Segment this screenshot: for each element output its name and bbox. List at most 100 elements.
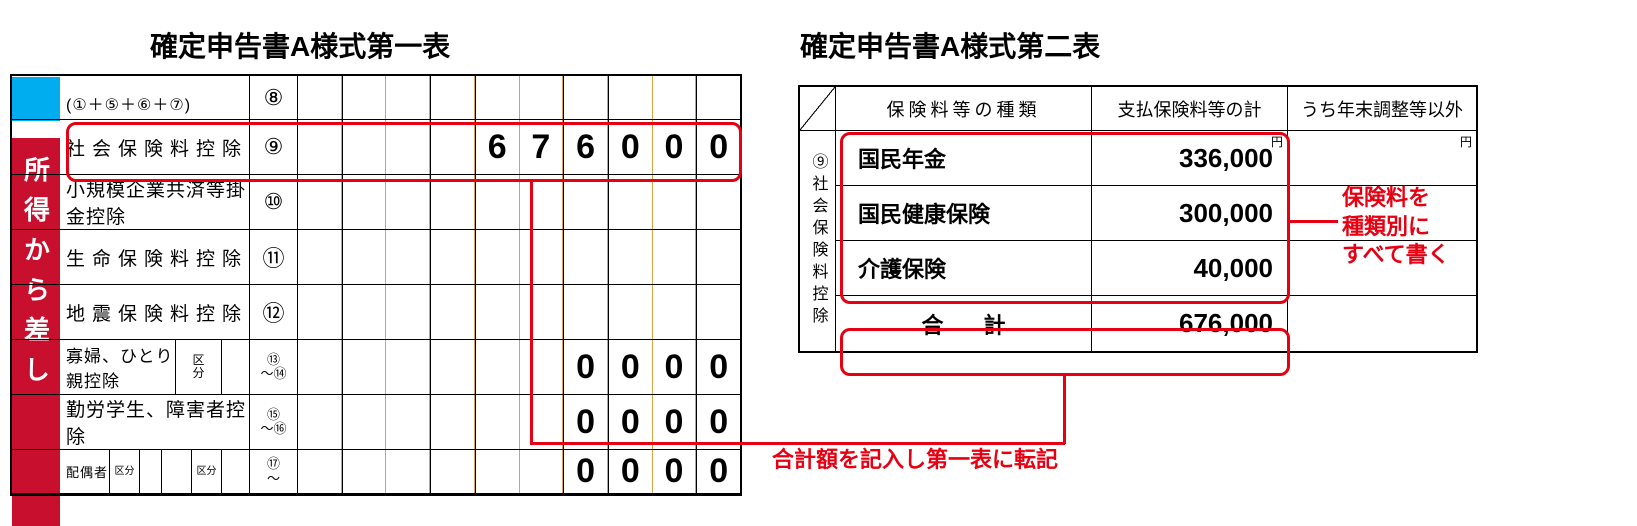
insurance-amount: 40,000 <box>1092 241 1288 295</box>
cell: 0 <box>653 395 697 449</box>
kubun-box <box>222 340 250 394</box>
cell: 0 <box>696 340 740 394</box>
cell <box>696 230 740 284</box>
row-number: ⑧ <box>250 76 298 119</box>
cell <box>386 285 430 339</box>
title-left: 確定申告書A様式第一表 <box>150 25 450 65</box>
connector-line-h2 <box>1290 220 1338 223</box>
kubun-box <box>222 450 250 493</box>
total-row: 合計676,000 <box>836 296 1476 351</box>
cell <box>298 395 342 449</box>
cell <box>298 340 342 394</box>
cell <box>608 175 653 229</box>
cell <box>386 230 430 284</box>
cells: 0000 <box>298 450 740 493</box>
title-right: 確定申告書A様式第二表 <box>800 25 1100 65</box>
cell <box>608 230 653 284</box>
cell: 0 <box>608 450 653 493</box>
blank-cell <box>1288 296 1476 351</box>
cell <box>520 395 564 449</box>
cell <box>696 175 740 229</box>
cell <box>475 175 520 229</box>
cell: 0 <box>563 340 608 394</box>
yen-label: 円 <box>1460 133 1472 150</box>
kubun-label: 区分 <box>176 340 222 394</box>
annotation-total: 合計額を記入し第一表に転記 <box>772 446 1058 475</box>
cell <box>475 395 520 449</box>
cell <box>608 285 653 339</box>
cell <box>520 76 564 119</box>
cell <box>653 285 697 339</box>
cell <box>298 450 342 493</box>
row-label: 生命保険料控除 <box>12 230 250 284</box>
form-table-1: (①＋⑤＋⑥＋⑦)⑧社会保険料控除⑨676000小規模企業共済等掛金控除⑩生命保… <box>10 74 742 496</box>
cell <box>653 76 697 119</box>
blank-cell: 円 <box>1288 131 1476 185</box>
insurance-amount: 300,000 <box>1092 186 1288 240</box>
insurance-amount: 336,000円 <box>1092 131 1288 185</box>
cell <box>430 395 475 449</box>
cell <box>563 230 608 284</box>
form-row: 社会保険料控除⑨676000 <box>12 120 740 175</box>
insurance-name: 国民健康保険 <box>836 186 1092 240</box>
cell: 0 <box>608 395 653 449</box>
yen-label: 円 <box>1271 133 1283 150</box>
cell <box>696 285 740 339</box>
kubun-label: 区分 <box>192 450 222 493</box>
cell <box>430 76 475 119</box>
cells: 676000 <box>298 120 740 174</box>
header-cell: 保険料等の種類 <box>836 87 1092 130</box>
table-row: 国民年金336,000円円 <box>836 131 1476 186</box>
vertical-category-label: ⑨社会保険料控除 <box>800 131 836 351</box>
row-label: 社会保険料控除 <box>12 120 250 174</box>
cell <box>386 340 430 394</box>
cell <box>520 450 564 493</box>
cell <box>298 120 342 174</box>
cell <box>386 450 430 493</box>
row-label: 地震保険料控除 <box>12 285 250 339</box>
cell <box>563 175 608 229</box>
row-number: ⑨ <box>250 120 298 174</box>
row-number: ⑩ <box>250 175 298 229</box>
row-label: (①＋⑤＋⑥＋⑦) <box>12 76 250 119</box>
connector-line-h1 <box>530 442 1065 445</box>
cell: 7 <box>520 120 564 174</box>
cell <box>298 230 342 284</box>
cells <box>298 76 740 119</box>
connector-line-v1 <box>530 182 533 444</box>
cell: 0 <box>696 395 740 449</box>
row-number: ⑰～ <box>250 450 298 493</box>
cell <box>342 285 387 339</box>
total-amount: 676,000 <box>1092 296 1288 351</box>
row-number: ⑮～⑯ <box>250 395 298 449</box>
cell <box>563 76 608 119</box>
row-label: 小規模企業共済等掛金控除 <box>12 175 250 229</box>
form-row: 小規模企業共済等掛金控除⑩ <box>12 175 740 230</box>
cell <box>653 175 697 229</box>
form-row: 配偶者区分区分⑰～0000 <box>12 450 740 494</box>
row-label: 配偶者 <box>12 450 110 493</box>
cell: 0 <box>696 120 740 174</box>
cell: 0 <box>608 340 653 394</box>
cell: 0 <box>653 450 697 493</box>
form-row: 生命保険料控除⑪ <box>12 230 740 285</box>
cell <box>342 450 387 493</box>
cell <box>386 395 430 449</box>
cell <box>520 230 564 284</box>
form-row: 寡婦、ひとり親控除区分⑬～⑭0000 <box>12 340 740 395</box>
total-label: 合計 <box>836 296 1092 351</box>
cell: 0 <box>563 395 608 449</box>
cell <box>342 395 387 449</box>
cell <box>430 450 475 493</box>
row-label: 寡婦、ひとり親控除 <box>12 340 176 394</box>
form-row: (①＋⑤＋⑥＋⑦)⑧ <box>12 76 740 120</box>
row-label: 勤労学生、障害者控除 <box>12 395 250 449</box>
row-number: ⑬～⑭ <box>250 340 298 394</box>
cells <box>298 175 740 229</box>
kubun-label: 区分 <box>110 450 140 493</box>
cell <box>342 175 387 229</box>
cell <box>475 450 520 493</box>
cell <box>475 340 520 394</box>
cell <box>475 76 520 119</box>
cell <box>298 285 342 339</box>
